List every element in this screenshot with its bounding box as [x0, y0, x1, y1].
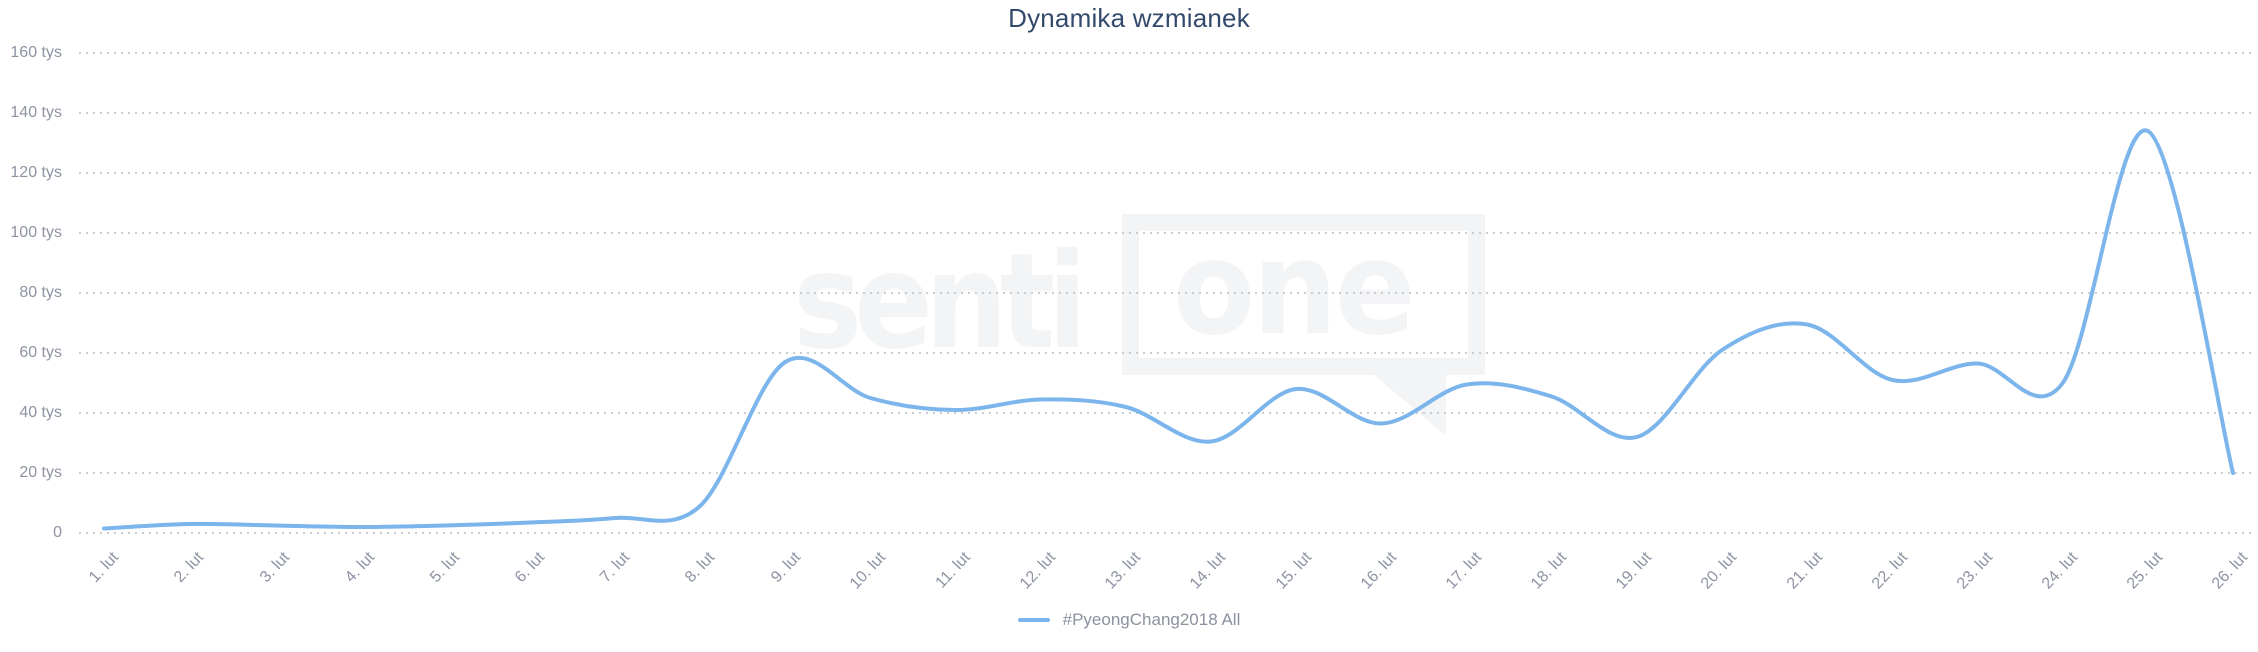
y-axis-tick-label: 100 tys [10, 224, 62, 241]
y-axis-tick-label: 20 tys [19, 464, 62, 481]
legend-series-label: #PyeongChang2018 All [1062, 610, 1241, 629]
chart-title: Dynamika wzmianek [1008, 3, 1250, 33]
y-axis-tick-label: 140 tys [10, 104, 62, 121]
legend: #PyeongChang2018 All [0, 610, 2258, 630]
y-axis-tick-label: 80 tys [19, 284, 62, 301]
y-axis-tick-label: 60 tys [19, 344, 62, 361]
y-axis-tick-label: 120 tys [10, 164, 62, 181]
series-line-path [102, 128, 2235, 531]
gridlines [79, 52, 2256, 534]
y-axis-tick-label: 0 [53, 524, 62, 541]
y-axis-tick-label: 160 tys [10, 44, 62, 61]
y-axis-tick-label: 40 tys [19, 404, 62, 421]
legend-series-marker-icon [1017, 618, 1050, 622]
legend-item-pyeongchang2018[interactable]: #PyeongChang2018 All [1017, 610, 1241, 630]
